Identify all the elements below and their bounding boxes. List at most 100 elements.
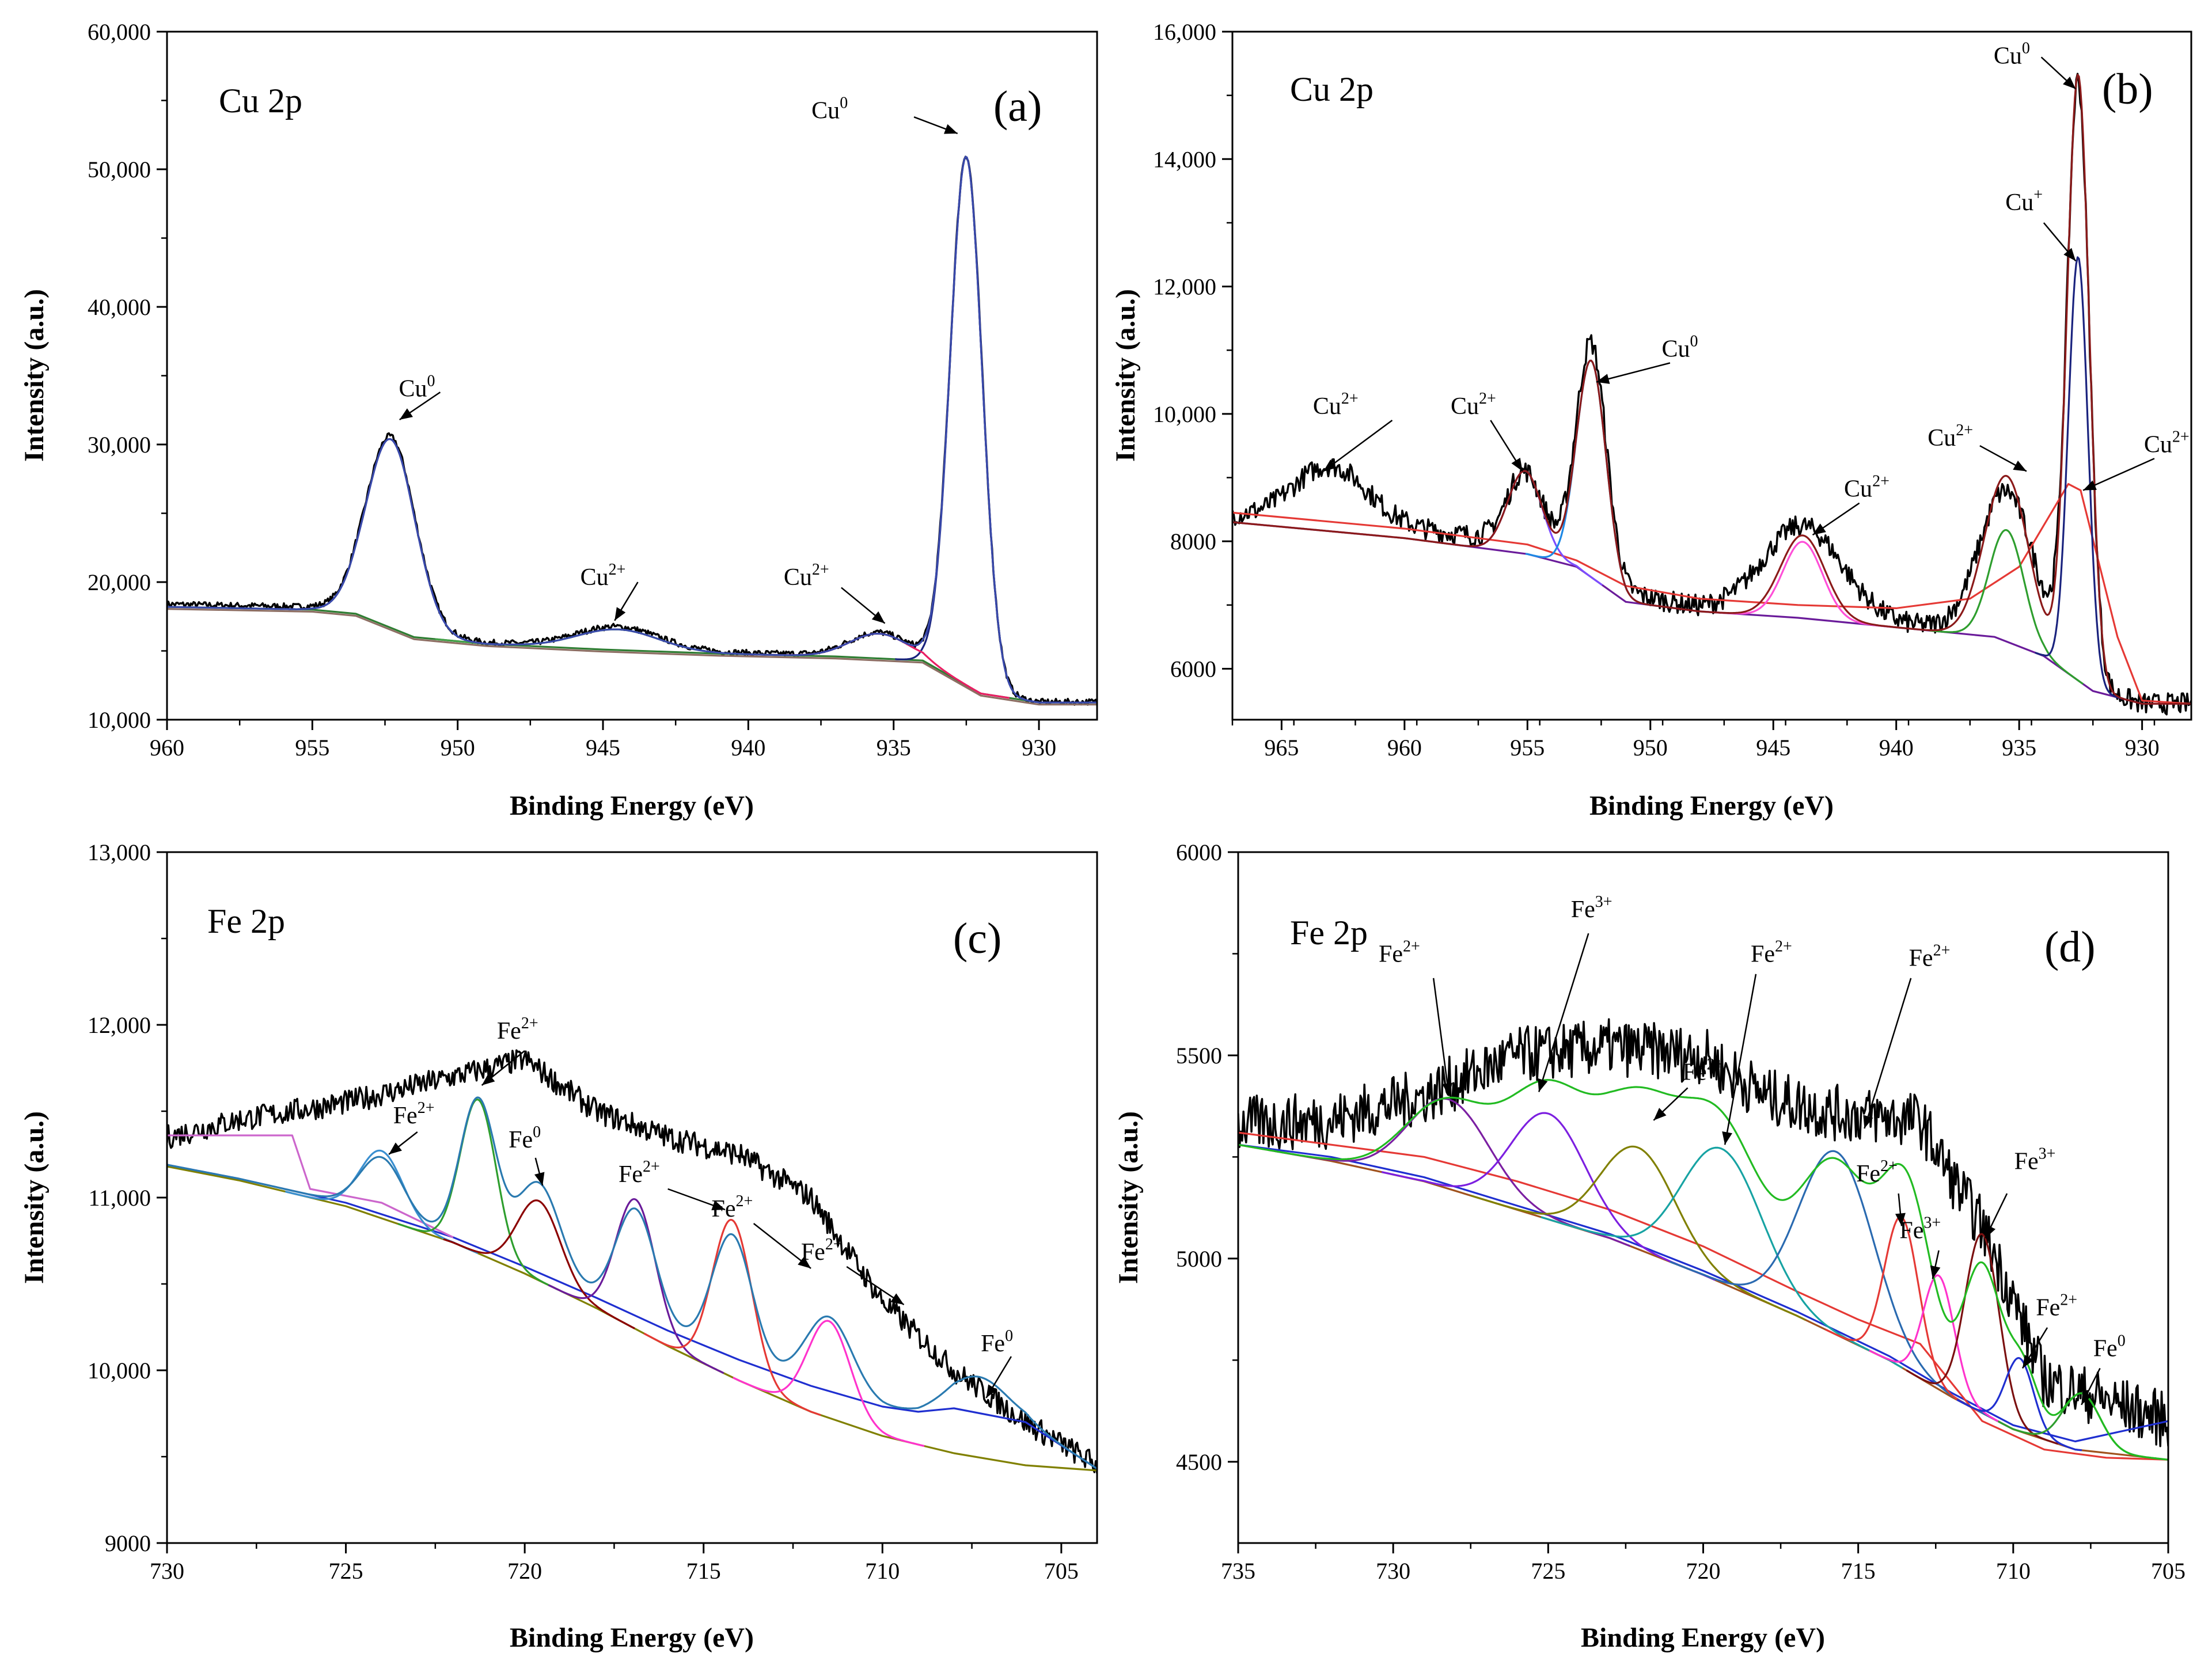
panel-c-annotations: Fe2+ Fe2+ Fe0 Fe2+ Fe2+ Fe2+ Fe0 [388,1014,1013,1399]
panel-b-annotation-arrowhead [2063,77,2076,89]
panel-a-xtick-label: 945 [586,735,620,761]
panel-c-xtick-label: 725 [329,1558,363,1584]
panel-a-annotation-label: Cu2+ [784,561,829,591]
panel-b-ticks: 965 960 955 950 945 940 935 930 6000 8000 10,000 12… [1153,19,2160,761]
panel-d-ticks: 735 730 725 720 715 710 705 4500 5000 5500 6000 [1176,839,2186,1584]
panel-b-xtick-label: 935 [2002,735,2036,761]
panel-a-xtick-label: 950 [441,735,475,761]
panel-d-series-0 [1238,1018,2168,1447]
panel-c-annotation-label: Fe2+ [619,1158,660,1188]
panel-a-ytick-label: 50,000 [88,157,151,183]
panel-c-annotation-arrowhead [890,1293,904,1305]
panel-a-ytick-label: 30,000 [88,432,151,458]
panel-d: 735 730 725 720 715 710 705 4500 5000 5500 6000 Fe… [1113,839,2186,1653]
panel-a-ticks: 960 955 950 945 940 935 930 10,000 20,000 30,000 4… [88,19,1056,761]
panel-c-annotation-label: Fe0 [509,1123,541,1153]
panel-c-ytick-label: 13,000 [88,839,151,865]
panel-b-ytick-label: 6000 [1170,656,1216,682]
panel-d-series-14 [1238,1079,2168,1461]
panel-a-ytick-label: 40,000 [88,294,151,320]
panel-b-xtick-label: 955 [1510,735,1545,761]
panel-b-series-5 [1714,541,1892,628]
panel-c-series [167,1049,1097,1474]
panel-b-ytick-label: 10,000 [1153,401,1216,427]
panel-c-xtick-label: 720 [507,1558,542,1584]
panel-a-annotation-arrowhead [871,611,885,624]
panel-b-annotation-arrowhead [2063,248,2076,261]
panel-b-series-0 [1232,73,2191,716]
panel-a-series-2 [167,608,1097,706]
panel-d-annotation-label: Fe3+ [1899,1214,1941,1244]
panel-a-ylabel: Intensity (a.u.) [19,289,50,462]
panel-c-series-10 [167,1096,1097,1470]
panel-d-xtick-label: 725 [1531,1558,1565,1584]
panel-d-annotation-arrow [1724,974,1757,1145]
panel-c-series-3 [167,1134,454,1238]
panel-b-annotation-label: Cu2+ [1451,390,1496,420]
panel-c-ytick-label: 10,000 [88,1358,151,1384]
panel-b-annotation-arrowhead [2083,480,2097,491]
panel-b-annotation-label: Cu+ [2005,186,2043,216]
panel-c-letter: (c) [953,914,1001,963]
panel-b-ytick-label: 14,000 [1153,146,1216,172]
panel-a-xtick-label: 930 [1022,735,1056,761]
panel-d-annotation-arrow [1864,978,1912,1129]
panel-d-annotation-arrow [1432,978,1450,1096]
panel-b-annotation-arrow [1323,419,1393,472]
panel-b-series-2 [1232,483,2191,705]
panel-d-annotation-label: Fe2+ [2036,1291,2077,1321]
panel-b-annotations: Cu2+ Cu2+ Cu0 Cu2+ Cu2+ Cu0 Cu+ Cu2+ [1313,39,2190,536]
panel-b-ylabel: Intensity (a.u.) [1110,289,1141,462]
panel-a: 960 955 950 945 940 935 930 10,000 20,000 30,000 4… [19,19,1098,821]
panel-c-xtick-label: 705 [1044,1558,1079,1584]
panel-c-series-9 [733,1320,925,1447]
panel-a-annotation-arrowhead [399,408,413,420]
panel-d-xlabel: Binding Energy (eV) [1581,1622,1825,1653]
panel-b-annotation-arrowhead [2013,461,2027,472]
panel-a-plot-area [167,155,1097,706]
panel-c-annotation-label: Fe2+ [801,1236,843,1266]
panel-d-series-7 [1541,1146,1903,1369]
panel-d-annotation-arrowhead [2022,1355,2034,1369]
panel-d-annotation-label: Fe2+ [1683,1055,1724,1085]
panel-c-annotation-arrowhead [481,1073,495,1085]
panel-c-annotation-label: Fe2+ [393,1099,435,1129]
panel-c-series-5 [397,1099,558,1291]
panel-a-xtick-label: 955 [295,735,329,761]
panel-a-annotation-arrowhead [614,607,626,621]
panel-a-title: Cu 2p [219,82,302,120]
panel-d-ytick-label: 6000 [1176,839,1222,865]
panel-c-annotation-arrowhead [711,1200,725,1210]
panel-d-letter: (d) [2044,923,2096,971]
panel-a-annotations: Cu0 Cu2+ Cu2+ Cu0 [399,94,958,624]
panel-b-xtick-label: 945 [1756,735,1790,761]
panel-d-annotation-arrowhead [1863,1115,1873,1128]
panel-d-series-6 [1470,1145,1806,1321]
panel-b-annotation-arrowhead [1812,523,1826,535]
panel-b-annotation-label: Cu2+ [1313,390,1359,420]
panel-b-series-8 [1232,74,2191,705]
panel-d-series-12 [1956,1357,2082,1451]
panel-d-annotation-arrowhead [1930,1265,1941,1279]
panel-d-ylabel: Intensity (a.u.) [1113,1111,1144,1284]
panel-b-annotation-label: Cu2+ [2144,428,2190,458]
panel-c-annotation-arrowhead [389,1142,402,1154]
panel-d-annotation-label: Fe0 [2093,1332,2126,1362]
panel-d-annotation-arrowhead [1722,1131,1732,1145]
panel-d-ytick-label: 4500 [1176,1449,1222,1475]
panel-c-xtick-label: 710 [865,1558,900,1584]
panel-c-annotation-arrowhead [986,1384,997,1398]
panel-b-annotation-arrow [2082,458,2155,491]
panel-a-ytick-label: 20,000 [88,569,151,595]
panel-d-annotation-arrowhead [1895,1213,1906,1226]
panel-c-annotation-label: Fe2+ [712,1192,753,1222]
panel-c-ylabel: Intensity (a.u.) [19,1111,50,1284]
panel-b-annotation-arrowhead [1323,459,1337,472]
panel-a-xtick-label: 935 [877,735,911,761]
panel-c-series-8 [643,1219,821,1416]
panel-a-letter: (a) [993,82,1042,131]
panel-c-xtick-label: 715 [686,1558,721,1584]
panel-d-annotation-arrowhead [1985,1224,1996,1238]
